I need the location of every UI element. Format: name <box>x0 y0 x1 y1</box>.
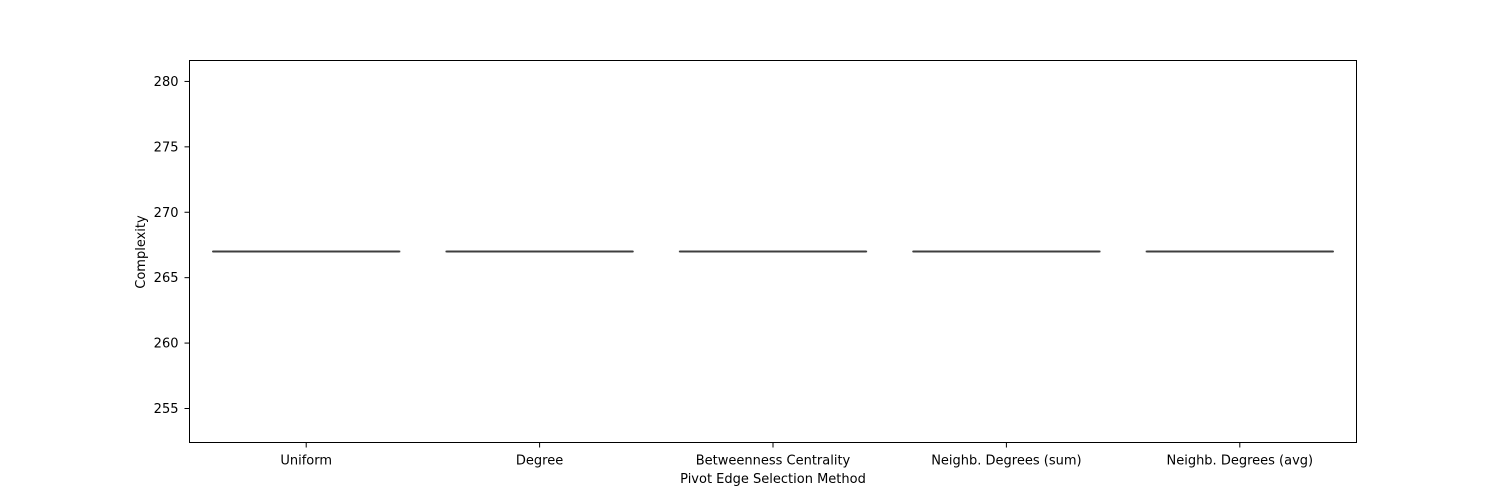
y-tick-label: 255 <box>154 402 179 417</box>
x-tick-label: Degree <box>516 454 563 469</box>
x-tick-label: Betweenness Centrality <box>696 454 851 469</box>
y-tick-label: 265 <box>154 271 179 286</box>
x-axis: Uniform Degree Betweenness Centrality Neigh… <box>280 442 1313 469</box>
y-tick-label: 260 <box>154 337 179 352</box>
y-tick-label: 270 <box>154 206 179 221</box>
y-axis: 255 260 265 270 275 280 <box>154 75 190 417</box>
y-tick-label: 280 <box>154 75 179 90</box>
x-axis-label: Pivot Edge Selection Method <box>680 472 866 487</box>
x-tick-label: Neighb. Degrees (avg) <box>1166 454 1313 469</box>
y-axis-label: Complexity <box>134 215 149 289</box>
y-tick-label: 275 <box>154 140 179 155</box>
x-tick-label: Uniform <box>280 454 332 469</box>
x-tick-label: Neighb. Degrees (sum) <box>931 454 1081 469</box>
